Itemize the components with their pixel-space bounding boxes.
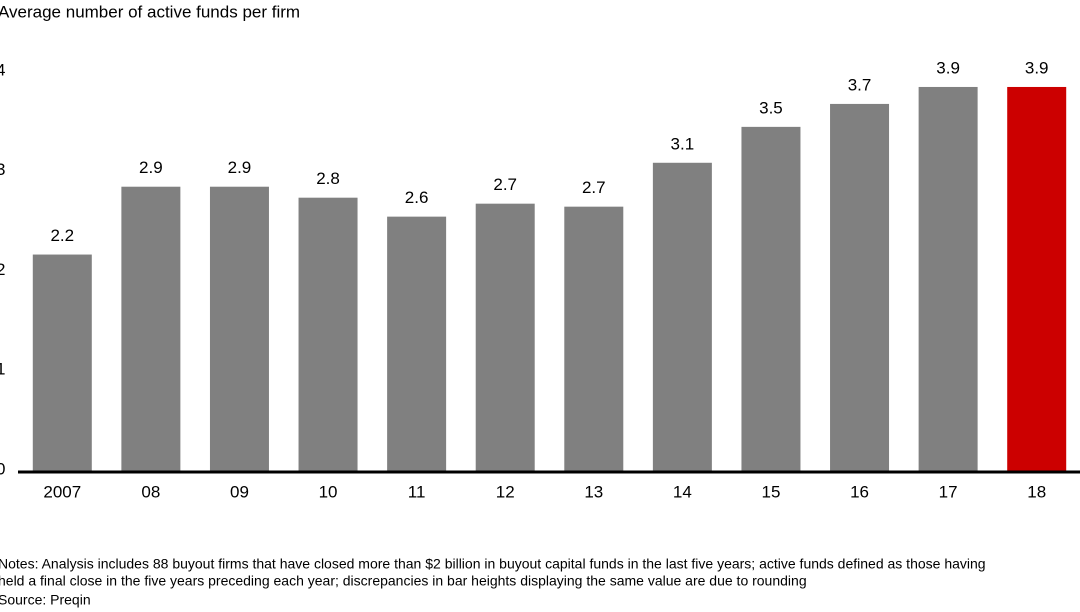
- x-tick-label: 18: [1027, 482, 1046, 501]
- value-label: 2.2: [50, 226, 74, 245]
- source: Source: Preqin: [0, 592, 91, 608]
- bar: [741, 126, 801, 473]
- bar: [564, 206, 624, 473]
- value-label: 2.6: [405, 188, 429, 207]
- value-label: 2.7: [582, 178, 606, 197]
- bar: [121, 186, 181, 472]
- x-tick-label: 14: [673, 482, 692, 501]
- bar: [1007, 86, 1067, 472]
- x-tick-label: 09: [230, 482, 249, 501]
- bar: [298, 197, 358, 472]
- notes-line: Notes: Analysis includes 88 buyout firms…: [0, 556, 986, 572]
- x-tick-label: 2007: [43, 482, 81, 501]
- value-label: 2.9: [228, 158, 252, 177]
- x-tick-label: 17: [939, 482, 958, 501]
- bar: [830, 103, 890, 473]
- bar: [209, 186, 269, 472]
- value-label: 2.7: [493, 175, 517, 194]
- value-label: 3.7: [848, 75, 872, 94]
- x-tick-label: 13: [584, 482, 603, 501]
- bar: [387, 216, 447, 472]
- bar: [32, 254, 92, 472]
- value-label: 3.1: [671, 134, 695, 153]
- value-label: 3.9: [1025, 58, 1049, 77]
- value-label: 3.9: [936, 58, 960, 77]
- bar: [475, 203, 535, 473]
- notes-line: held a final close in the five years pre…: [0, 573, 807, 589]
- x-tick-label: 08: [141, 482, 160, 501]
- value-label: 2.8: [316, 169, 340, 188]
- y-tick-label: 0: [0, 459, 5, 478]
- value-label: 3.5: [759, 98, 783, 117]
- bar: [652, 162, 712, 472]
- y-tick-label: 2: [0, 260, 5, 279]
- x-tick-label: 10: [319, 482, 338, 501]
- x-tick-label: 12: [496, 482, 515, 501]
- value-label: 2.9: [139, 158, 163, 177]
- bar: [918, 86, 978, 472]
- x-tick-label: 11: [408, 482, 426, 501]
- y-tick-label: 4: [0, 60, 5, 79]
- x-tick-label: 15: [761, 482, 780, 501]
- chart-title: Average number of active funds per firm: [0, 2, 300, 21]
- x-tick-label: 16: [850, 482, 869, 501]
- y-tick-label: 1: [0, 360, 5, 379]
- y-tick-label: 3: [0, 160, 5, 179]
